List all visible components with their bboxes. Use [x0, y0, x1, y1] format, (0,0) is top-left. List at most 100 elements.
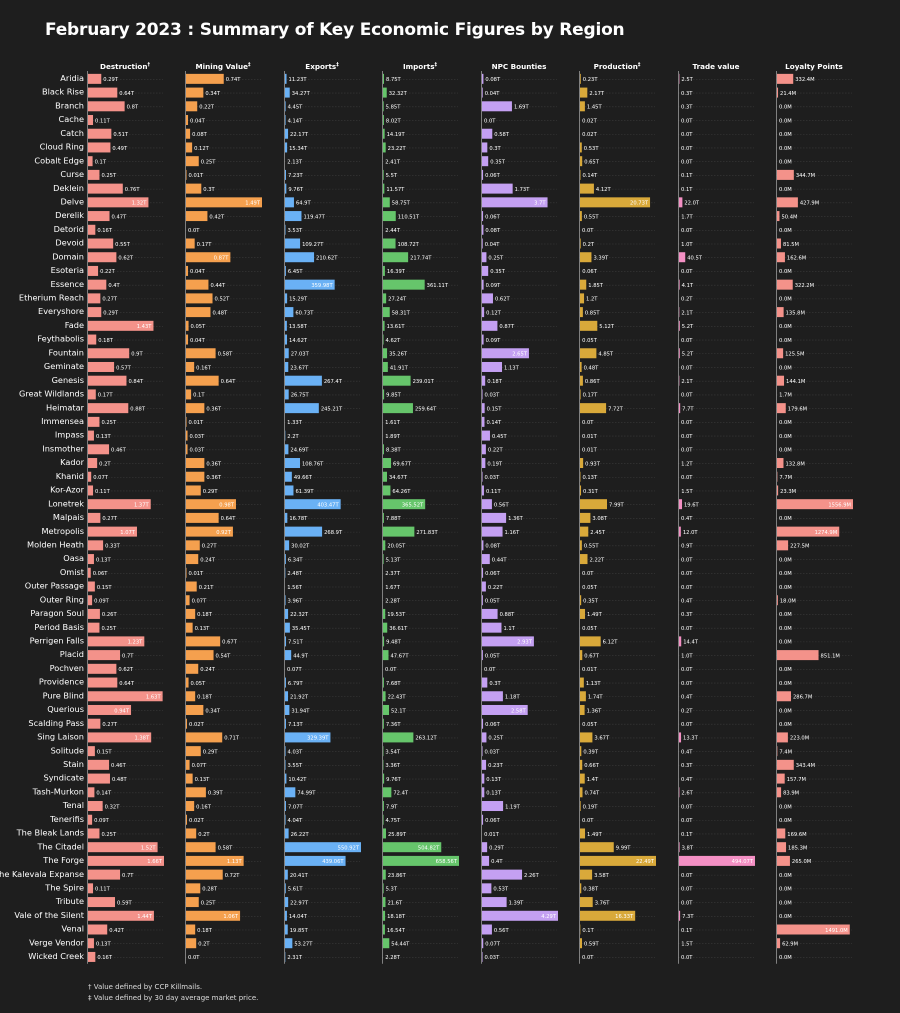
bar-mining-value-perrigen-falls	[186, 636, 221, 647]
bar-npc-bounties-placid	[482, 650, 483, 661]
bar-npc-bounties-genesis	[482, 375, 486, 386]
data-label-trade-value-scalding-pass: 0.0T	[681, 722, 693, 728]
data-label-npc-bounties-khanid: 0.03T	[485, 475, 501, 481]
data-label-imports-great-wildlands: 9.85T	[386, 393, 402, 399]
bar-imports-curse	[383, 169, 384, 180]
data-label-trade-value-genesis: 2.1T	[681, 379, 693, 385]
data-label-npc-bounties-verge-vendor: 0.07T	[485, 942, 501, 948]
series-header-loyalty-points: Loyalty Points	[785, 62, 843, 71]
chart-title: February 2023 : Summary of Key Economic …	[45, 20, 625, 40]
bar-destruction-fountain	[88, 348, 130, 359]
bar-destruction-insmother	[88, 444, 110, 455]
data-label-npc-bounties-scalding-pass: 0.06T	[485, 722, 501, 728]
bar-npc-bounties-oasa	[482, 554, 490, 565]
data-label-loyalty-points-fade: 0.0M	[779, 324, 792, 330]
bar-production-solitude	[580, 746, 582, 757]
region-label-black-rise: Black Rise	[42, 87, 84, 97]
bar-destruction-vale-of-the-silent	[88, 910, 154, 921]
data-label-npc-bounties-cobalt-edge: 0.35T	[490, 159, 506, 165]
data-label-production-great-wildlands: 0.17T	[583, 393, 599, 399]
data-label-exports-tenal: 7.07T	[288, 804, 304, 810]
data-label-loyalty-points-geminate: 0.0M	[779, 365, 792, 371]
bar-destruction-the-forge	[88, 855, 164, 866]
bar-npc-bounties-verge-vendor	[482, 938, 484, 949]
bar-destruction-detorid	[88, 224, 96, 235]
region-label-genesis: Genesis	[52, 375, 84, 385]
data-label-production-paragon-soul: 1.49T	[587, 612, 603, 618]
bar-exports-fade	[285, 320, 287, 331]
bar-imports-molden-heath	[383, 540, 386, 551]
data-label-exports-wicked-creek: 2.31T	[287, 955, 303, 961]
bar-exports-paragon-soul	[285, 608, 289, 619]
data-label-mining-value-syndicate: 0.13T	[195, 777, 211, 783]
bar-production-genesis	[580, 375, 583, 386]
data-label-loyalty-points-wicked-creek: 0.0M	[779, 955, 792, 961]
data-label-production-perrigen-falls: 6.12T	[603, 640, 619, 646]
data-label-mining-value-genesis: 0.64T	[221, 379, 237, 385]
bar-exports-period-basis	[285, 622, 290, 633]
data-label-npc-bounties-catch: 0.58T	[494, 132, 510, 138]
data-label-exports-tash-murkon: 74.99T	[297, 791, 316, 797]
data-label-destruction-cloud-ring: 0.49T	[112, 146, 128, 152]
data-label-npc-bounties-fountain: 2.65T	[512, 352, 528, 358]
region-label-verge-vendor: Verge Vendor	[29, 937, 84, 947]
bar-loyalty-points-curse	[777, 169, 794, 180]
bar-loyalty-points-molden-heath	[777, 540, 789, 551]
data-label-mining-value-cobalt-edge: 0.25T	[201, 159, 217, 165]
data-label-mining-value-perrigen-falls: 0.67T	[222, 640, 238, 646]
data-label-destruction-querious: 0.94T	[114, 708, 130, 714]
bar-npc-bounties-kador	[482, 458, 486, 469]
data-label-npc-bounties-heimatar: 0.15T	[487, 406, 503, 412]
data-label-loyalty-points-tash-murkon: 83.9M	[783, 791, 799, 797]
data-label-destruction-syndicate: 0.48T	[112, 777, 128, 783]
data-label-npc-bounties-lonetrek: 0.56T	[494, 502, 510, 508]
region-label-metropolis: Metropolis	[41, 526, 84, 536]
data-label-loyalty-points-omist: 0.0M	[779, 571, 792, 577]
bar-mining-value-esoteria	[186, 265, 189, 276]
data-label-npc-bounties-cloud-ring: 0.3T	[489, 146, 501, 152]
data-label-exports-verge-vendor: 53.27T	[294, 942, 313, 948]
data-label-imports-tenerifis: 4.75T	[386, 818, 402, 824]
bar-production-deklein	[580, 183, 594, 194]
data-label-loyalty-points-essence: 322.2M	[795, 283, 814, 289]
bar-exports-deklein	[285, 183, 287, 194]
bar-production-metropolis	[580, 526, 589, 537]
bar-imports-feythabolis	[383, 334, 384, 345]
data-label-trade-value-outer-ring: 0.4T	[681, 599, 693, 605]
data-label-production-outer-ring: 0.35T	[583, 599, 599, 605]
bar-npc-bounties-paragon-soul	[482, 608, 498, 619]
data-label-imports-molden-heath: 20.05T	[387, 544, 406, 550]
data-label-loyalty-points-deklein: 0.0M	[779, 187, 792, 193]
data-label-npc-bounties-outer-passage: 0.22T	[488, 585, 504, 591]
data-label-loyalty-points-etherium-reach: 0.0M	[779, 297, 792, 303]
data-label-exports-scalding-pass: 7.13T	[288, 722, 304, 728]
data-label-destruction-the-kalevala-expanse: 0.7T	[122, 873, 134, 879]
data-label-exports-deklein: 9.76T	[288, 187, 304, 193]
data-label-trade-value-immensea: 0.0T	[681, 420, 693, 426]
bar-destruction-metropolis	[88, 526, 137, 537]
bar-loyalty-points-aridia	[777, 73, 794, 84]
data-label-loyalty-points-paragon-soul: 0.0M	[779, 612, 792, 618]
data-label-trade-value-venal: 0.1T	[681, 928, 693, 934]
data-label-exports-essence: 359.98T	[311, 283, 333, 289]
data-label-trade-value-lonetrek: 19.6T	[684, 502, 700, 508]
region-label-outer-ring: Outer Ring	[40, 594, 84, 604]
data-label-exports-curse: 7.23T	[288, 173, 304, 179]
bar-npc-bounties-black-rise	[482, 87, 483, 98]
data-label-trade-value-fade: 5.2T	[682, 324, 694, 330]
bar-imports-heimatar	[383, 403, 413, 414]
bar-production-vale-of-the-silent	[580, 910, 636, 921]
data-label-imports-perrigen-falls: 9.48T	[386, 640, 402, 646]
data-label-production-molden-heath: 0.55T	[584, 544, 600, 550]
data-label-destruction-tribute: 0.59T	[117, 900, 133, 906]
bar-mining-value-tenerifis	[186, 814, 188, 825]
bar-production-devoid	[580, 238, 581, 249]
region-label-geminate: Geminate	[44, 361, 84, 371]
data-label-production-domain: 3.39T	[593, 256, 609, 262]
bar-destruction-cache	[88, 115, 94, 126]
bar-npc-bounties-cloud-ring	[482, 142, 488, 153]
data-label-exports-cloud-ring: 15.34T	[289, 146, 308, 152]
data-label-imports-sing-laison: 263.12T	[415, 736, 437, 742]
bar-trade-value-fountain	[679, 348, 680, 359]
data-label-imports-feythabolis: 4.62T	[386, 338, 402, 344]
